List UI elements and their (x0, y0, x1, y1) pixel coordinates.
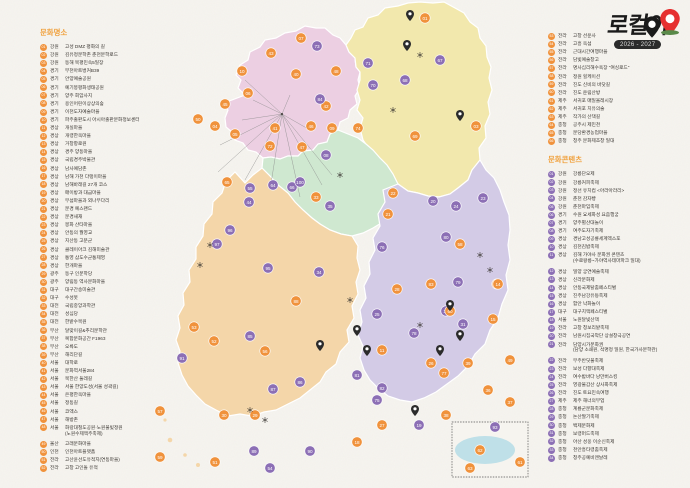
svg-text:61: 61 (517, 460, 523, 465)
svg-text:93: 93 (492, 425, 498, 430)
svg-text:82: 82 (379, 386, 385, 391)
svg-text:76: 76 (379, 245, 385, 250)
svg-text:83: 83 (428, 282, 434, 287)
svg-text:27: 27 (379, 423, 385, 428)
svg-text:91: 91 (179, 356, 185, 361)
svg-text:11: 11 (380, 348, 385, 353)
svg-text:89: 89 (251, 449, 257, 454)
svg-text:07: 07 (298, 36, 304, 41)
svg-text:42: 42 (323, 104, 329, 109)
svg-text:51: 51 (212, 460, 218, 465)
svg-text:10: 10 (239, 69, 245, 74)
svg-text:64: 64 (270, 183, 276, 188)
svg-text:14: 14 (495, 282, 501, 287)
svg-text:28: 28 (394, 287, 400, 292)
svg-text:78: 78 (411, 331, 417, 336)
svg-text:40: 40 (293, 72, 299, 77)
svg-text:30: 30 (221, 413, 227, 418)
svg-text:97: 97 (214, 242, 220, 247)
svg-text:75: 75 (374, 398, 380, 403)
svg-text:23: 23 (480, 196, 486, 201)
svg-text:67: 67 (437, 58, 443, 63)
svg-text:52: 52 (211, 339, 217, 344)
svg-text:33: 33 (313, 195, 319, 200)
svg-text:21: 21 (385, 212, 391, 217)
svg-text:39: 39 (465, 361, 471, 366)
svg-text:44: 44 (246, 200, 252, 205)
svg-text:31: 31 (460, 322, 466, 327)
svg-text:09: 09 (329, 126, 335, 131)
svg-text:87: 87 (270, 387, 276, 392)
svg-text:53: 53 (191, 325, 197, 330)
svg-text:36: 36 (485, 388, 491, 393)
svg-text:47: 47 (299, 145, 305, 150)
svg-text:55: 55 (247, 186, 253, 191)
svg-text:48: 48 (333, 69, 339, 74)
svg-text:58: 58 (457, 242, 463, 247)
svg-text:73: 73 (314, 44, 320, 49)
svg-text:100: 100 (296, 180, 304, 185)
svg-text:54: 54 (267, 466, 273, 471)
svg-text:85: 85 (247, 334, 253, 339)
svg-text:72: 72 (267, 144, 273, 149)
svg-text:38: 38 (443, 413, 449, 418)
svg-text:65: 65 (224, 180, 230, 185)
svg-text:69: 69 (412, 134, 418, 139)
svg-text:34: 34 (316, 270, 322, 275)
svg-text:80: 80 (443, 235, 449, 240)
svg-text:84: 84 (317, 97, 323, 102)
svg-text:43: 43 (268, 51, 274, 56)
svg-text:08: 08 (323, 153, 329, 158)
svg-text:01: 01 (422, 16, 428, 21)
svg-text:70: 70 (370, 83, 376, 88)
svg-text:71: 71 (365, 61, 371, 66)
svg-text:35: 35 (327, 204, 333, 209)
svg-text:03: 03 (473, 124, 479, 129)
svg-text:74: 74 (355, 126, 361, 131)
svg-text:49: 49 (507, 358, 513, 363)
svg-text:66: 66 (289, 185, 295, 190)
svg-text:04: 04 (212, 124, 218, 129)
svg-text:90: 90 (307, 449, 313, 454)
svg-text:79: 79 (455, 280, 461, 285)
svg-text:62: 62 (477, 448, 483, 453)
svg-text:63: 63 (467, 466, 473, 471)
svg-text:05: 05 (232, 132, 238, 137)
svg-text:22: 22 (390, 191, 396, 196)
svg-text:24: 24 (453, 204, 459, 209)
svg-text:45: 45 (222, 102, 228, 107)
svg-text:18: 18 (354, 440, 360, 445)
svg-text:50: 50 (195, 117, 201, 122)
svg-text:06: 06 (245, 91, 251, 96)
svg-text:86: 86 (297, 380, 303, 385)
svg-text:56: 56 (262, 349, 268, 354)
svg-text:25: 25 (374, 312, 380, 317)
svg-text:29: 29 (252, 413, 258, 418)
svg-text:77: 77 (441, 371, 447, 376)
svg-text:95: 95 (265, 266, 271, 271)
svg-text:15: 15 (490, 317, 496, 322)
svg-text:26: 26 (428, 361, 434, 366)
svg-text:88: 88 (293, 299, 299, 304)
svg-text:41: 41 (272, 126, 278, 131)
svg-text:68: 68 (402, 78, 408, 83)
svg-text:37: 37 (507, 400, 513, 405)
svg-text:96: 96 (227, 228, 233, 233)
svg-text:81: 81 (354, 373, 360, 378)
svg-text:20: 20 (430, 199, 436, 204)
svg-text:46: 46 (308, 124, 314, 129)
svg-text:19: 19 (416, 423, 422, 428)
